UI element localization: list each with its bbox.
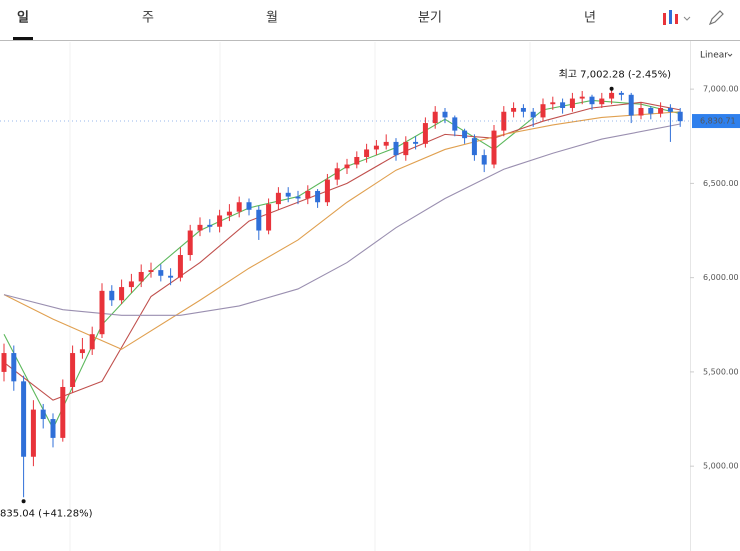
candle-body: [109, 290, 115, 301]
candle-body: [520, 107, 526, 112]
candle-body: [89, 334, 95, 350]
candle-body: [648, 107, 654, 114]
y-tick-label: 7,000.00: [703, 85, 739, 94]
candle-body: [40, 409, 46, 420]
candle-body: [148, 270, 154, 272]
candle-body: [344, 164, 350, 169]
tab[interactable]: 주: [142, 11, 154, 26]
candle-body: [530, 111, 536, 118]
candle-body: [491, 130, 497, 165]
candle-body: [393, 141, 399, 156]
candle-body: [383, 141, 389, 146]
high-marker: [609, 86, 614, 91]
candle-body: [266, 204, 272, 231]
candle-body: [236, 202, 242, 212]
candle-body: [511, 107, 517, 112]
dropdown-arrow: [727, 53, 733, 57]
candle-body: [295, 196, 301, 199]
candle-body: [21, 381, 27, 457]
draw-button[interactable]: [708, 10, 724, 26]
tab[interactable]: 분기: [418, 11, 442, 26]
candle-body: [197, 224, 203, 231]
last-price-box: [692, 114, 740, 129]
candle-body: [11, 353, 17, 382]
candle-body: [275, 192, 281, 205]
candle-body: [256, 209, 262, 231]
tab[interactable]: 일: [17, 11, 29, 26]
candle-body: [452, 117, 458, 131]
candle-body: [432, 111, 438, 124]
candle-body: [471, 138, 477, 156]
tab[interactable]: 년: [584, 11, 596, 26]
chart-type-button[interactable]: [663, 10, 691, 25]
candle-body: [324, 179, 330, 203]
candle-body: [540, 104, 546, 118]
candle-body: [403, 141, 409, 156]
candle-body: [50, 419, 56, 438]
candle-body: [618, 92, 624, 95]
candle-body: [217, 215, 223, 227]
candle-body: [246, 202, 252, 210]
candle-body: [364, 149, 370, 157]
candle-body: [334, 168, 340, 180]
candle-body: [628, 94, 634, 116]
candle-body: [413, 141, 419, 144]
candle-body: [481, 155, 487, 165]
candle-body: [177, 255, 183, 278]
candle-body: [560, 102, 566, 108]
candle-body: [207, 224, 213, 227]
candle-body: [569, 98, 575, 108]
candle-body: [638, 107, 644, 116]
candle-body: [658, 107, 664, 114]
low-annotation: 835.04 (+41.28%): [0, 508, 93, 519]
scale-selector[interactable]: Linear: [700, 51, 728, 61]
moving-average: [3, 111, 681, 350]
candle-body: [30, 409, 36, 457]
candle-body: [158, 270, 164, 276]
candle-body: [599, 98, 605, 105]
candle-body: [79, 349, 85, 354]
candle-body: [422, 123, 428, 144]
candle-body: [579, 96, 585, 99]
candle-body: [589, 96, 595, 105]
candle-body: [677, 111, 683, 122]
candle-body: [285, 192, 291, 197]
candle-body: [354, 156, 360, 165]
low-marker: [21, 499, 26, 504]
moving-average: [3, 101, 681, 401]
y-tick-label: 5,000.00: [703, 462, 739, 471]
candle-body: [70, 353, 76, 387]
high-annotation: 최고 7,002.28 (-2.45%): [559, 69, 672, 81]
y-tick-label: 6,500.00: [703, 179, 739, 188]
candle-body: [550, 102, 556, 105]
candle-body: [462, 130, 468, 139]
candle-body: [138, 271, 144, 282]
candle-body: [667, 107, 673, 112]
candle-body: [187, 230, 193, 256]
candle-body: [99, 290, 105, 335]
candle-body: [119, 287, 125, 301]
candle-body: [501, 111, 507, 131]
y-tick-label: 5,500.00: [703, 367, 739, 376]
candle-body: [226, 211, 232, 216]
candle-body: [609, 92, 615, 99]
tab-underline: [13, 37, 33, 40]
candle-body: [1, 353, 7, 372]
candle-body: [373, 145, 379, 150]
last-price-label: 6,830.71: [700, 117, 736, 126]
vertical-grid: [69, 42, 531, 551]
y-tick-label: 6,000.00: [703, 273, 739, 282]
candle-body: [168, 275, 174, 278]
candle-body: [315, 190, 321, 203]
candle-body: [128, 281, 134, 288]
candle-body: [60, 386, 66, 438]
candle-body: [305, 190, 311, 199]
tab[interactable]: 월: [266, 11, 278, 26]
candle-body: [442, 111, 448, 118]
moving-average: [3, 123, 681, 316]
